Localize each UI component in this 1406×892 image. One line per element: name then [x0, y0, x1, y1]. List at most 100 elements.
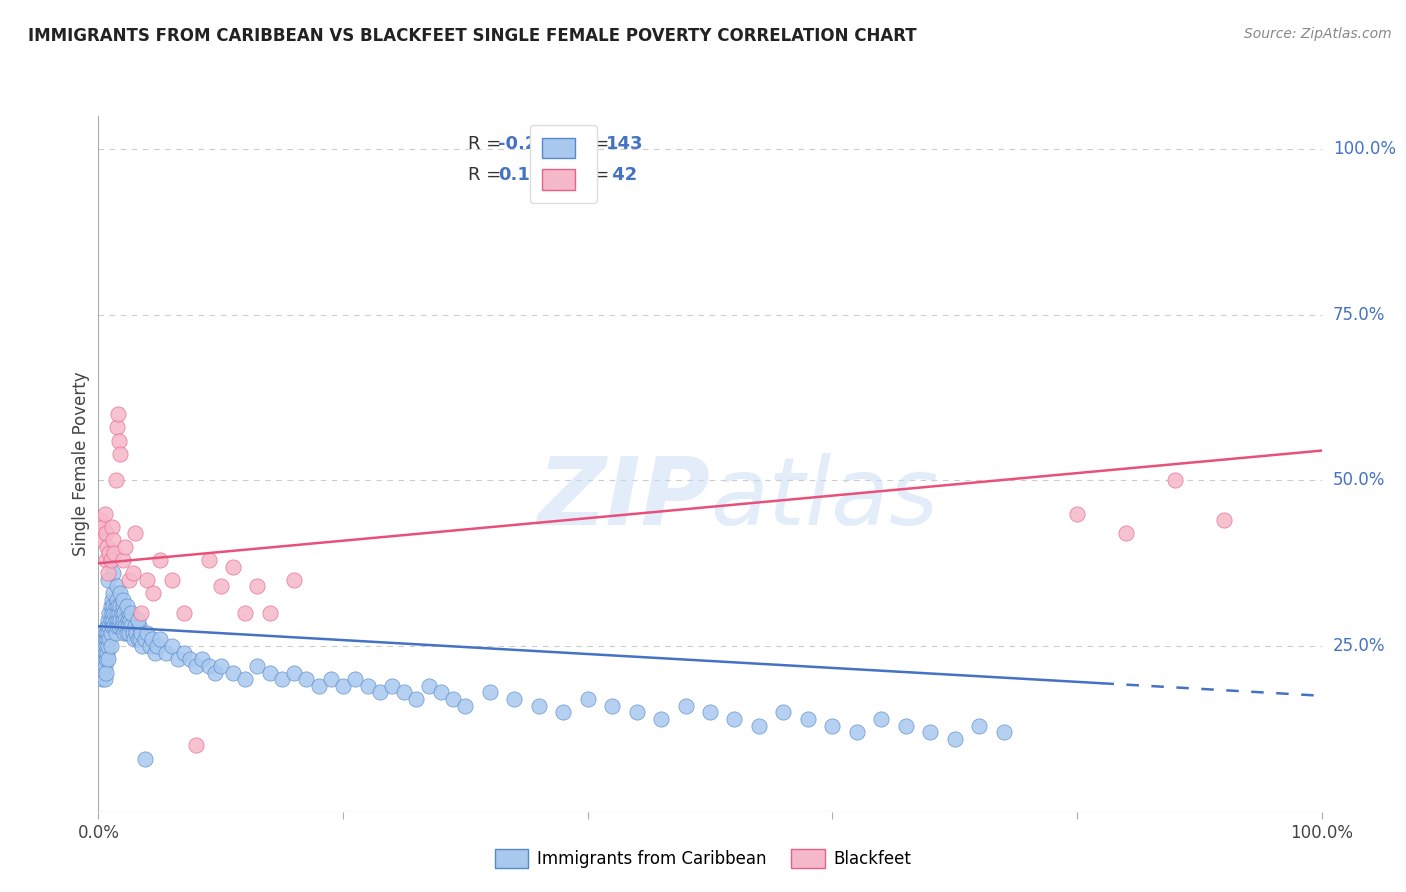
- Point: [675, 698, 697, 713]
- Point: [797, 712, 820, 726]
- Point: [748, 718, 770, 732]
- Point: [112, 606, 135, 620]
- Point: [222, 559, 245, 574]
- Point: [100, 613, 122, 627]
- Point: [120, 619, 142, 633]
- Point: [115, 599, 138, 614]
- Point: [405, 692, 427, 706]
- Point: [104, 625, 127, 640]
- Point: [93, 507, 115, 521]
- Point: [120, 613, 142, 627]
- Point: [356, 679, 378, 693]
- Point: [332, 679, 354, 693]
- Point: [93, 646, 115, 660]
- Point: [107, 599, 129, 614]
- Point: [98, 632, 121, 647]
- Text: R =: R =: [468, 166, 513, 184]
- Text: IMMIGRANTS FROM CARIBBEAN VS BLACKFEET SINGLE FEMALE POVERTY CORRELATION CHART: IMMIGRANTS FROM CARIBBEAN VS BLACKFEET S…: [28, 27, 917, 45]
- Point: [90, 513, 112, 527]
- Point: [94, 639, 117, 653]
- Point: [117, 613, 139, 627]
- Point: [104, 613, 127, 627]
- Point: [111, 592, 134, 607]
- Point: [118, 573, 141, 587]
- Point: [209, 659, 232, 673]
- Point: [91, 625, 114, 640]
- Point: [993, 725, 1015, 739]
- Point: [98, 606, 121, 620]
- Point: [124, 526, 146, 541]
- Legend: Immigrants from Caribbean, Blackfeet: Immigrants from Caribbean, Blackfeet: [488, 842, 918, 875]
- Point: [91, 672, 114, 686]
- Point: [97, 573, 120, 587]
- Point: [94, 553, 117, 567]
- Point: [93, 632, 115, 647]
- Point: [97, 566, 120, 581]
- Point: [127, 632, 149, 647]
- Point: [101, 520, 124, 534]
- Point: [308, 679, 330, 693]
- Point: [91, 659, 114, 673]
- Point: [160, 639, 183, 653]
- Point: [100, 599, 122, 614]
- Point: [97, 613, 120, 627]
- Point: [943, 731, 966, 746]
- Point: [870, 712, 893, 726]
- Point: [111, 606, 134, 620]
- Point: [110, 599, 132, 614]
- Point: [91, 652, 114, 666]
- Point: [259, 606, 281, 620]
- Point: [98, 619, 121, 633]
- Text: N =: N =: [575, 166, 616, 184]
- Point: [179, 652, 201, 666]
- Point: [772, 706, 794, 720]
- Point: [134, 632, 156, 647]
- Point: [110, 613, 132, 627]
- Point: [136, 573, 159, 587]
- Point: [100, 553, 122, 567]
- Point: [600, 698, 623, 713]
- Point: [89, 526, 111, 541]
- Point: [129, 632, 152, 647]
- Point: [121, 625, 143, 640]
- Point: [845, 725, 868, 739]
- Point: [650, 712, 672, 726]
- Point: [392, 685, 416, 699]
- Point: [91, 520, 114, 534]
- Point: [141, 632, 163, 647]
- Point: [197, 553, 219, 567]
- Point: [283, 665, 305, 680]
- Point: [478, 685, 501, 699]
- Point: [93, 659, 115, 673]
- Point: [418, 679, 440, 693]
- Legend: , : ,: [530, 125, 596, 202]
- Point: [576, 692, 599, 706]
- Point: [344, 672, 367, 686]
- Point: [114, 540, 136, 554]
- Point: [527, 698, 550, 713]
- Point: [454, 698, 477, 713]
- Point: [821, 718, 844, 732]
- Point: [101, 592, 124, 607]
- Point: [246, 659, 269, 673]
- Point: [103, 619, 125, 633]
- Text: 75.0%: 75.0%: [1333, 306, 1385, 324]
- Point: [131, 639, 153, 653]
- Point: [122, 632, 145, 647]
- Point: [149, 632, 172, 647]
- Point: [97, 639, 120, 653]
- Point: [103, 606, 125, 620]
- Point: [111, 553, 134, 567]
- Point: [89, 652, 111, 666]
- Point: [91, 639, 114, 653]
- Point: [209, 579, 232, 593]
- Point: [94, 625, 117, 640]
- Point: [134, 752, 156, 766]
- Point: [104, 599, 127, 614]
- Point: [96, 619, 118, 633]
- Point: [173, 606, 195, 620]
- Point: [110, 447, 132, 461]
- Point: [270, 672, 294, 686]
- Point: [94, 652, 117, 666]
- Point: [90, 665, 112, 680]
